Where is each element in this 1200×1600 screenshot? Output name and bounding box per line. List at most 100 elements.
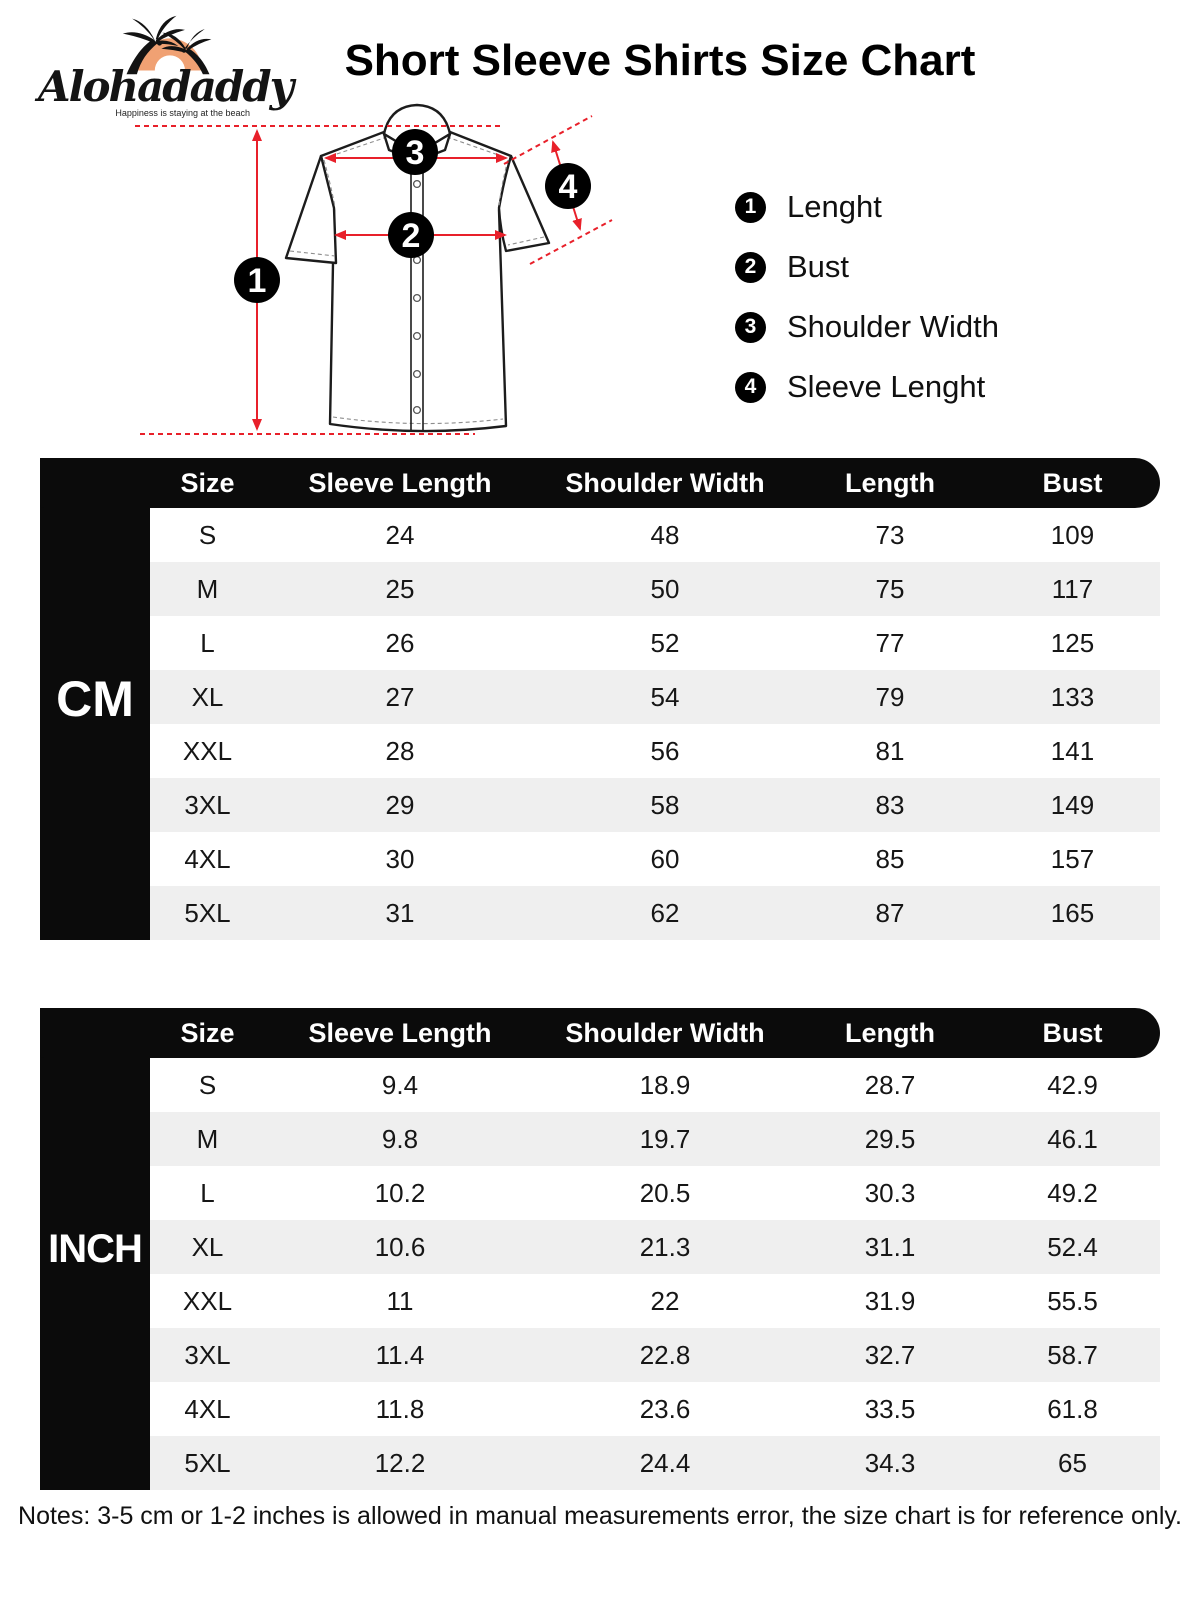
size-table-cm: CM Size Sleeve Length Shoulder Width Len…: [40, 458, 1160, 940]
table-row: 5XL 31 62 87 165: [150, 886, 1160, 940]
table-cell: 75: [875, 574, 905, 604]
size-cell: 4XL: [184, 844, 231, 874]
table-row: M 9.8 19.7 29.5 46.1: [150, 1112, 1160, 1166]
table-cell: 165: [1050, 898, 1095, 928]
shirt-outline: [284, 130, 551, 433]
size-cell: S: [198, 1070, 217, 1100]
table-cell: 58.7: [1047, 1340, 1098, 1370]
table-cell: 79: [875, 682, 905, 712]
table-cell: 10.2: [374, 1178, 426, 1208]
table-cell: 60: [650, 844, 680, 874]
table-row: 4XL 30 60 85 157: [150, 832, 1160, 886]
header-size: Size: [180, 467, 235, 498]
table-body-inch: S 9.4 18.9 28.7 42.9 M 9.8 19.7 29.5 46.…: [150, 1058, 1160, 1490]
header-sleeve-length: Sleeve Length: [308, 467, 492, 498]
table-cell: 9.8: [381, 1124, 419, 1154]
header-length: Length: [845, 467, 935, 498]
table-cell: 125: [1050, 628, 1095, 658]
table-row: 4XL 11.8 23.6 33.5 61.8: [150, 1382, 1160, 1436]
sleeve-top-reference-line: [503, 115, 593, 165]
table-row: XXL 11 22 31.9 55.5: [150, 1274, 1160, 1328]
table-cell: 133: [1050, 682, 1095, 712]
table-row: 3XL 11.4 22.8 32.7 58.7: [150, 1328, 1160, 1382]
table-cell: 149: [1050, 790, 1095, 820]
table-cell: 24: [385, 520, 415, 550]
header-sleeve-length: Sleeve Length: [308, 1017, 492, 1048]
sleeve-bottom-reference-line: [529, 219, 613, 265]
table-cell: 157: [1050, 844, 1095, 874]
header-size: Size: [180, 1017, 235, 1048]
table-cell: 49.2: [1047, 1178, 1098, 1208]
table-cell: 33.5: [864, 1394, 916, 1424]
brand-logo: Alohadaddy Happiness is staying at the b…: [28, 10, 294, 118]
table-row: XL 10.6 21.3 31.1 52.4: [150, 1220, 1160, 1274]
table-cell: 52: [650, 628, 680, 658]
table-cell: 9.4: [381, 1070, 419, 1100]
table-cell: 22: [650, 1286, 680, 1316]
size-cell: S: [198, 520, 217, 550]
sun-arc: [137, 38, 202, 71]
table-cell: 65: [1058, 1448, 1087, 1478]
table-cell: 52.4: [1047, 1232, 1098, 1262]
page-title: Short Sleeve Shirts Size Chart: [344, 36, 976, 85]
header-shoulder-width: Shoulder Width: [565, 1017, 765, 1048]
table-cell: 32.7: [864, 1340, 916, 1370]
table-cell: 31.1: [864, 1232, 916, 1262]
table-cell: 42.9: [1047, 1070, 1098, 1100]
shirt-placket: [410, 158, 424, 431]
table-cell: 21.3: [639, 1232, 691, 1262]
header-shoulder-width: Shoulder Width: [565, 467, 765, 498]
table-cell: 141: [1050, 736, 1095, 766]
table-cell: 26: [385, 628, 415, 658]
table-cell: 12.2: [374, 1448, 426, 1478]
badge-3: 3: [406, 134, 425, 172]
table-cell: 30: [385, 844, 415, 874]
badge-3-circle: [392, 129, 438, 175]
table-cell: 29: [385, 790, 415, 820]
legend-item-length: 1 Lenght: [735, 189, 999, 224]
diagram-number-badges: 1 2 3 4: [234, 129, 591, 303]
legend-label-length: Lenght: [787, 189, 882, 224]
table-cell: 61.8: [1047, 1394, 1098, 1424]
table-cell: 50: [650, 574, 680, 604]
brand-tagline: Happiness is staying at the beach: [115, 108, 250, 118]
table-body-cm: S 24 48 73 109 M 25 50 75 117 L 26 52 77…: [150, 508, 1160, 940]
table-cell: 24.4: [639, 1448, 691, 1478]
table-cell: 25: [385, 574, 415, 604]
table-header-cm: Size Sleeve Length Shoulder Width Length…: [40, 458, 1160, 508]
table-cell: 28.7: [864, 1070, 916, 1100]
legend-item-bust: 2 Bust: [735, 249, 999, 284]
unit-band-cm: CM: [40, 458, 150, 940]
header-bust: Bust: [1042, 1017, 1103, 1048]
table-cell: 87: [875, 898, 905, 928]
badge-4-circle: [545, 163, 591, 209]
measurement-note: Notes: 3-5 cm or 1-2 inches is allowed i…: [18, 1502, 1182, 1530]
table-row: M 25 50 75 117: [150, 562, 1160, 616]
shirt-measurement-diagram: 1 2 3 4: [135, 103, 613, 435]
measurement-legend: 1 Lenght 2 Bust 3 Shoulder Width 4 Sleev…: [735, 189, 999, 430]
size-cell: M: [196, 1124, 219, 1154]
legend-badge-3: 3: [735, 311, 766, 343]
table-header-inch: Size Sleeve Length Shoulder Width Length…: [40, 1008, 1160, 1058]
size-cell: XXL: [182, 736, 233, 766]
palm-tree-right: [161, 28, 212, 75]
table-row: L 10.2 20.5 30.3 49.2: [150, 1166, 1160, 1220]
table-cell: 19.7: [639, 1124, 691, 1154]
table-cell: 117: [1051, 574, 1094, 604]
table-cell: 56: [650, 736, 680, 766]
size-cell: XL: [191, 1232, 224, 1262]
table-cell: 28: [385, 736, 415, 766]
table-row: L 26 52 77 125: [150, 616, 1160, 670]
size-cell: XXL: [182, 1286, 233, 1316]
table-cell: 81: [875, 736, 905, 766]
size-cell: L: [200, 1178, 215, 1208]
size-cell: 5XL: [184, 898, 231, 928]
legend-badge-1: 1: [735, 191, 766, 223]
badge-2: 2: [402, 217, 421, 255]
table-cell: 83: [875, 790, 905, 820]
legend-label-shoulder-width: Shoulder Width: [787, 309, 999, 344]
table-cell: 31: [385, 898, 415, 928]
legend-item-shoulder-width: 3 Shoulder Width: [735, 309, 999, 344]
table-cell: 62: [650, 898, 680, 928]
